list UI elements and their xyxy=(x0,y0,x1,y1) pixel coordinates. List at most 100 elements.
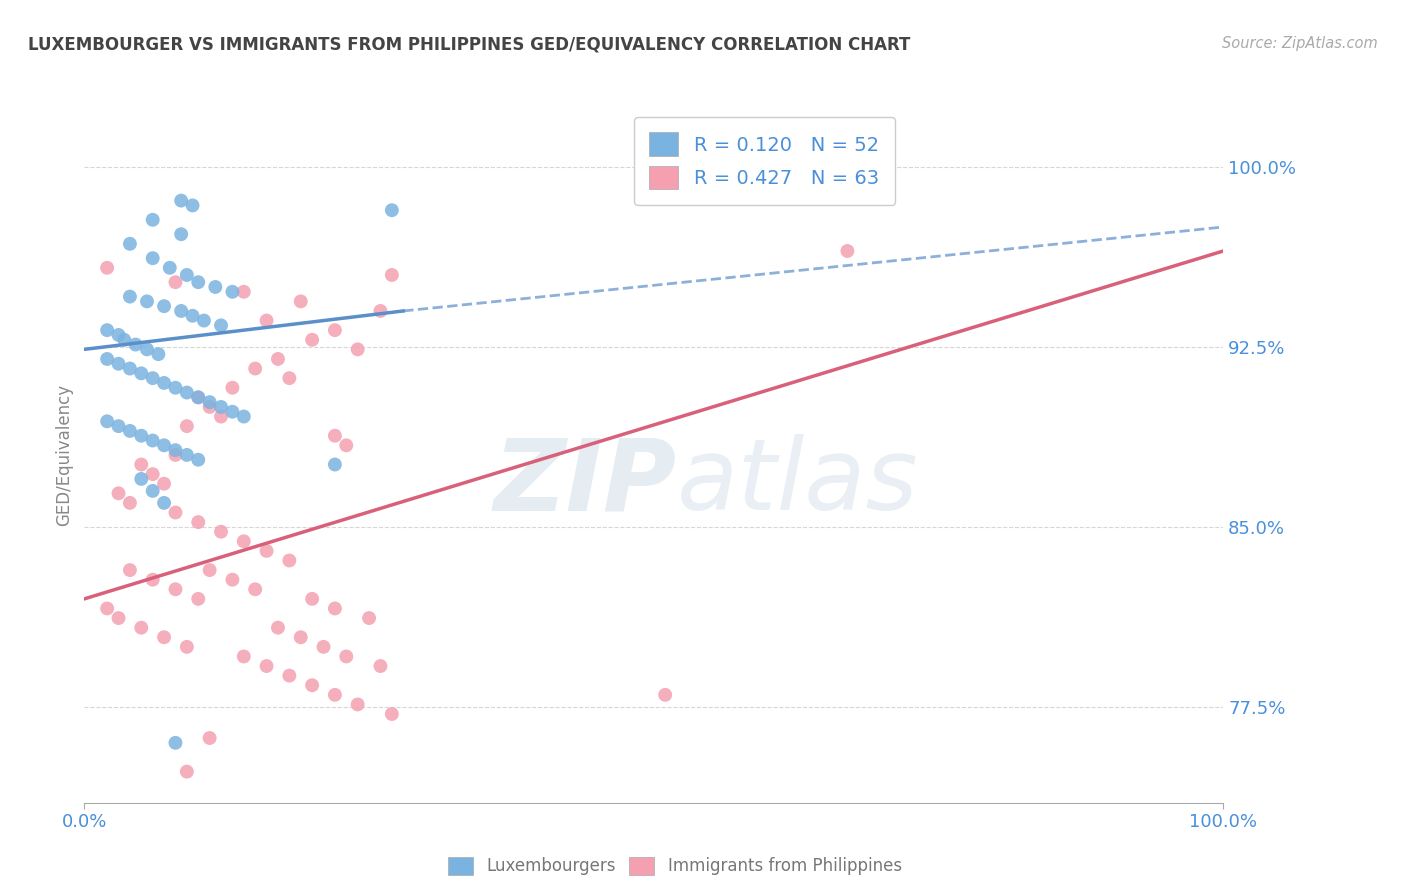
Point xyxy=(136,343,159,357)
Point xyxy=(142,434,165,448)
Point xyxy=(181,198,204,212)
Point xyxy=(142,371,165,385)
Point xyxy=(232,409,254,424)
Point xyxy=(267,621,290,635)
Point xyxy=(176,268,198,282)
Point xyxy=(278,371,301,385)
Point xyxy=(142,212,165,227)
Legend: R = 0.120   N = 52, R = 0.427   N = 63: R = 0.120 N = 52, R = 0.427 N = 63 xyxy=(634,117,894,205)
Point xyxy=(96,260,118,275)
Point xyxy=(170,304,193,318)
Point xyxy=(176,764,198,779)
Point xyxy=(290,630,312,644)
Point xyxy=(96,414,118,428)
Point xyxy=(278,553,301,567)
Point xyxy=(131,621,153,635)
Point xyxy=(142,483,165,498)
Point xyxy=(165,448,187,462)
Point xyxy=(187,390,209,404)
Point xyxy=(187,390,209,404)
Point xyxy=(193,313,215,327)
Point xyxy=(107,611,129,625)
Point xyxy=(176,448,198,462)
Y-axis label: GED/Equivalency: GED/Equivalency xyxy=(55,384,73,526)
Point xyxy=(221,285,243,299)
Point xyxy=(267,351,290,366)
Point xyxy=(118,361,141,376)
Point xyxy=(187,275,209,289)
Point xyxy=(153,438,176,452)
Point xyxy=(209,524,232,539)
Point xyxy=(232,649,254,664)
Point xyxy=(142,467,165,482)
Point xyxy=(187,591,209,606)
Point xyxy=(131,472,153,486)
Point xyxy=(256,544,278,558)
Text: LUXEMBOURGER VS IMMIGRANTS FROM PHILIPPINES GED/EQUIVALENCY CORRELATION CHART: LUXEMBOURGER VS IMMIGRANTS FROM PHILIPPI… xyxy=(28,36,911,54)
Point xyxy=(335,438,357,452)
Point xyxy=(153,630,176,644)
Point xyxy=(290,294,312,309)
Point xyxy=(112,333,135,347)
Point xyxy=(153,496,176,510)
Point xyxy=(323,428,346,442)
Point xyxy=(96,323,118,337)
Point xyxy=(96,601,118,615)
Point xyxy=(381,203,404,218)
Point xyxy=(323,688,346,702)
Point xyxy=(204,280,226,294)
Point xyxy=(131,367,153,381)
Point xyxy=(221,381,243,395)
Text: Source: ZipAtlas.com: Source: ZipAtlas.com xyxy=(1222,36,1378,51)
Point xyxy=(323,458,346,472)
Point xyxy=(232,534,254,549)
Point xyxy=(370,304,392,318)
Legend: Luxembourgers, Immigrants from Philippines: Luxembourgers, Immigrants from Philippin… xyxy=(440,848,910,884)
Point xyxy=(301,678,323,692)
Point xyxy=(370,659,392,673)
Point xyxy=(209,318,232,333)
Point xyxy=(131,458,153,472)
Point xyxy=(165,381,187,395)
Point xyxy=(148,347,170,361)
Point xyxy=(118,236,141,251)
Text: atlas: atlas xyxy=(676,434,918,532)
Point xyxy=(187,515,209,529)
Point xyxy=(209,400,232,414)
Point xyxy=(165,736,187,750)
Point xyxy=(153,299,176,313)
Point xyxy=(278,668,301,682)
Point xyxy=(142,573,165,587)
Point xyxy=(107,328,129,343)
Point xyxy=(381,268,404,282)
Point xyxy=(165,582,187,597)
Point xyxy=(118,289,141,303)
Point xyxy=(232,285,254,299)
Point xyxy=(346,698,368,712)
Point xyxy=(176,640,198,654)
Point xyxy=(96,351,118,366)
Point xyxy=(245,361,267,376)
Point xyxy=(323,323,346,337)
Point xyxy=(198,400,221,414)
Point xyxy=(142,251,165,265)
Point xyxy=(107,486,129,500)
Point xyxy=(176,385,198,400)
Point xyxy=(165,443,187,458)
Point xyxy=(159,260,181,275)
Point xyxy=(118,424,141,438)
Point xyxy=(301,333,323,347)
Point xyxy=(118,496,141,510)
Point xyxy=(118,563,141,577)
Point xyxy=(256,313,278,327)
Point xyxy=(381,706,404,721)
Point xyxy=(221,573,243,587)
Point xyxy=(131,428,153,442)
Point xyxy=(181,309,204,323)
Point xyxy=(187,452,209,467)
Point xyxy=(198,731,221,745)
Point xyxy=(107,419,129,434)
Point xyxy=(153,376,176,390)
Point xyxy=(256,659,278,673)
Point xyxy=(153,476,176,491)
